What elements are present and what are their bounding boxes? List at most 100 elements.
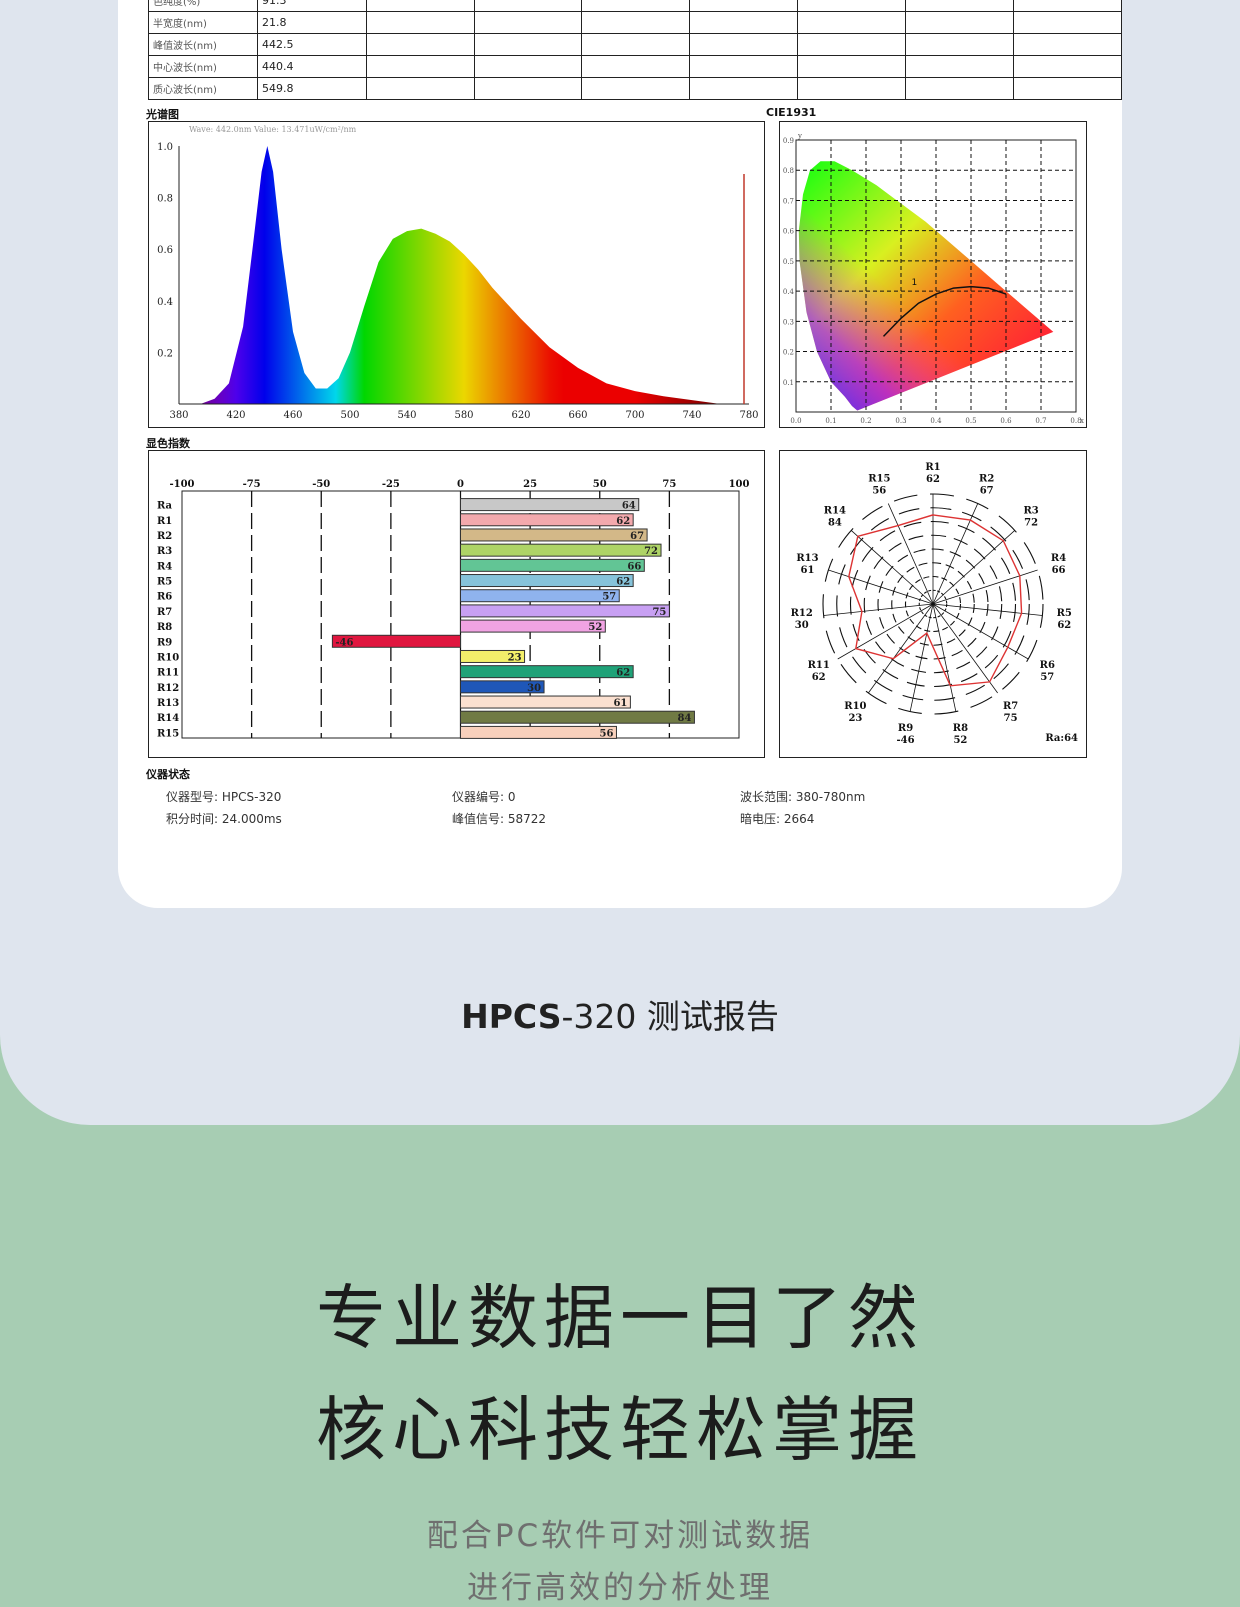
spectrum-x-tick: 700	[625, 410, 644, 421]
param-empty-cell	[689, 11, 799, 34]
cri-value-label: 62	[616, 577, 630, 588]
cri-value-label: 23	[508, 652, 522, 663]
param-empty-cell	[905, 33, 1015, 56]
caption-brand: HPCS	[461, 997, 562, 1036]
param-empty-cell	[1013, 33, 1122, 56]
cri-value-label: 62	[616, 516, 630, 527]
radar-category-label: R7	[1003, 701, 1018, 712]
param-empty-cell	[689, 33, 799, 56]
radar-value-label: 62	[812, 672, 826, 683]
param-empty-cell	[905, 11, 1015, 34]
cie-y-tick: 0.6	[783, 228, 795, 236]
cri-value-label: 75	[652, 607, 666, 618]
status-range: 波长范围: 380-780nm	[740, 790, 866, 804]
cri-bar	[460, 513, 634, 527]
cri-value-label: -46	[335, 637, 353, 648]
param-empty-cell	[365, 0, 475, 12]
param-empty-cell	[689, 0, 799, 12]
cri-value-label: 52	[588, 622, 602, 633]
param-empty-cell	[473, 0, 583, 12]
param-empty-cell	[1013, 0, 1122, 12]
spectrum-title: 光谱图	[146, 108, 179, 121]
param-label: 半宽度(nm)	[148, 11, 258, 34]
cri-value-label: 56	[600, 728, 614, 739]
radar-spoke	[837, 603, 934, 660]
param-empty-cell	[473, 55, 583, 78]
cri-value-label: 30	[527, 683, 541, 694]
param-empty-cell	[473, 33, 583, 56]
spectrum-x-tick: 420	[226, 410, 245, 421]
radar-spoke	[932, 569, 1038, 605]
cie-y-tick: 0.5	[783, 258, 794, 266]
cie-y-tick: 0.4	[783, 288, 795, 296]
radar-spoke	[828, 569, 934, 605]
radar-category-label: R3	[1023, 506, 1038, 517]
radar-spoke	[932, 530, 1016, 605]
cri-bar	[460, 543, 662, 557]
cie-y-tick: 0.7	[783, 197, 794, 205]
cri-bar	[460, 695, 631, 709]
radar-value-label: 66	[1052, 565, 1066, 576]
param-empty-cell	[365, 33, 475, 56]
status-integration: 积分时间: 24.000ms	[166, 812, 282, 826]
param-empty-cell	[1013, 55, 1122, 78]
cri-category-label: R15	[157, 728, 179, 739]
cie-x-tick: 0.8	[1070, 417, 1081, 425]
spectrum-area	[179, 146, 749, 404]
cri-category-label: R1	[157, 516, 172, 527]
cri-category-label: R13	[157, 698, 179, 709]
spectrum-y-tick: 1.0	[157, 142, 173, 153]
spectrum-x-tick: 460	[283, 410, 302, 421]
report-caption: HPCS-320 测试报告	[0, 990, 1240, 1038]
cri-value-label: 72	[644, 546, 658, 557]
cie-x-tick: 0.0	[790, 417, 801, 425]
radar-value-label: 75	[1004, 713, 1018, 724]
radar-category-label: R5	[1057, 608, 1072, 619]
radar-value-label: 57	[1040, 672, 1054, 683]
cie-gamut-blue-overlay	[798, 161, 1054, 411]
radar-category-label: R12	[791, 608, 813, 619]
param-empty-cell	[905, 77, 1015, 100]
cie-planckian-locus	[882, 285, 1007, 337]
cie-x-tick: 0.5	[965, 417, 976, 425]
cri-bar	[460, 725, 617, 739]
spectrum-panel: Wave: 442.0nm Value: 13.471uW/cm²/nm 0.2 0…	[148, 121, 765, 428]
spectrum-readout: Wave: 442.0nm Value: 13.471uW/cm²/nm	[189, 125, 357, 134]
cri-category-label: R4	[157, 561, 172, 572]
cri-bar	[460, 574, 634, 588]
radar-category-label: R15	[868, 473, 890, 484]
radar-category-label: R10	[844, 701, 866, 712]
cri-bar	[460, 498, 640, 512]
radar-spoke	[932, 603, 1029, 660]
cri-category-label: R10	[157, 652, 179, 663]
cri-value-label: 57	[602, 592, 616, 603]
param-empty-cell	[581, 77, 691, 100]
radar-value-label: 84	[828, 518, 842, 529]
cri-x-tick: 0	[457, 479, 464, 490]
radar-category-label: R9	[898, 723, 913, 734]
param-empty-cell	[797, 55, 907, 78]
param-empty-cell	[689, 55, 799, 78]
cri-x-tick: -75	[243, 479, 261, 490]
headline-line-1: 专业数据一目了然	[316, 1277, 924, 1359]
cie-y-tick: 0.2	[783, 349, 794, 357]
param-empty-cell	[797, 11, 907, 34]
cri-value-label: 66	[627, 561, 641, 572]
radar-value-label: 52	[953, 735, 967, 746]
param-empty-cell	[1013, 77, 1122, 100]
cie-y-tick: 0.8	[783, 167, 794, 175]
param-empty-cell	[1013, 11, 1122, 34]
spectrum-x-tick: 620	[511, 410, 530, 421]
param-empty-cell	[797, 77, 907, 100]
cri-category-label: R3	[157, 546, 172, 557]
cie-x-tick: 0.4	[930, 417, 942, 425]
cri-bar	[331, 634, 461, 648]
radar-category-label: R13	[796, 553, 818, 564]
spectrum-chart: Wave: 442.0nm Value: 13.471uW/cm²/nm 0.2 0…	[157, 125, 758, 421]
cri-bar	[460, 649, 526, 663]
spectrum-y-tick: 0.6	[157, 245, 173, 256]
param-empty-cell	[905, 0, 1015, 12]
cri-category-label: R2	[157, 531, 172, 542]
radar-spoke	[850, 530, 934, 605]
param-empty-cell	[473, 11, 583, 34]
